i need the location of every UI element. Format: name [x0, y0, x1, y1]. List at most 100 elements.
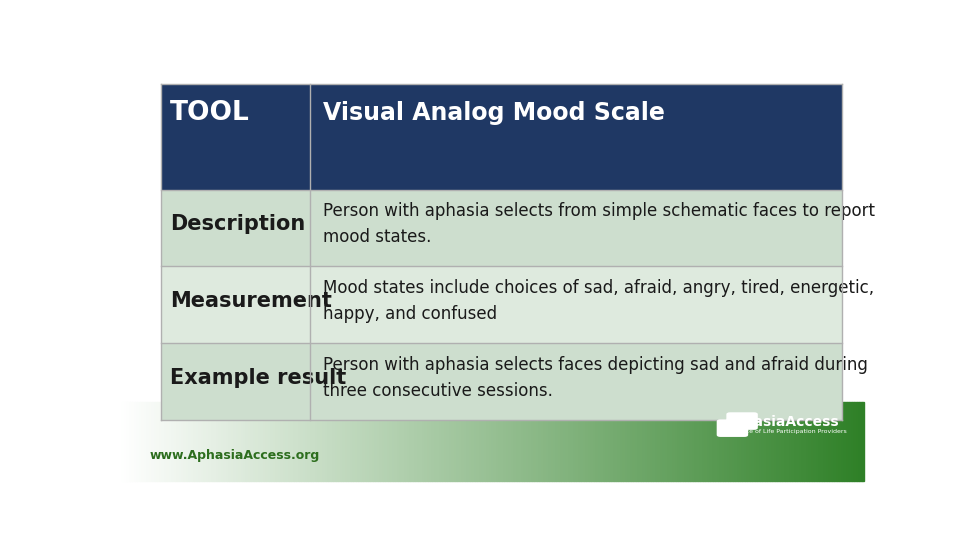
Bar — [554, 402, 557, 481]
Bar — [688, 402, 690, 481]
Bar — [792, 402, 795, 481]
Bar — [420, 402, 422, 481]
Text: TOOL: TOOL — [170, 100, 250, 126]
Bar — [512, 402, 515, 481]
Bar — [175, 402, 177, 481]
Bar — [616, 402, 618, 481]
Bar — [383, 402, 385, 481]
Bar — [468, 402, 469, 481]
Text: www.AphasiaAccess.org: www.AphasiaAccess.org — [150, 449, 320, 462]
Bar — [303, 402, 306, 481]
Bar — [159, 402, 162, 481]
Bar — [629, 402, 631, 481]
Bar — [852, 402, 854, 481]
Bar — [296, 402, 299, 481]
Bar — [678, 402, 681, 481]
Bar — [432, 402, 435, 481]
Bar — [217, 402, 219, 481]
Bar — [140, 402, 142, 481]
Bar — [690, 402, 693, 481]
Bar — [415, 402, 418, 481]
Bar — [712, 402, 715, 481]
Bar — [244, 402, 247, 481]
Bar — [780, 402, 782, 481]
Bar — [487, 402, 490, 481]
Bar — [430, 402, 432, 481]
Bar — [366, 402, 368, 481]
Bar — [638, 402, 641, 481]
Bar — [755, 402, 757, 481]
Bar — [474, 402, 477, 481]
Bar — [380, 402, 383, 481]
Bar — [534, 402, 537, 481]
Bar — [274, 402, 276, 481]
Bar — [762, 402, 765, 481]
Bar — [814, 402, 817, 481]
Bar — [289, 402, 291, 481]
Bar — [278, 402, 281, 481]
Bar — [472, 402, 474, 481]
Bar — [725, 402, 728, 481]
Text: Measurement: Measurement — [170, 291, 332, 311]
Text: AphasiaAccess: AphasiaAccess — [725, 415, 840, 429]
Bar — [504, 402, 507, 481]
Bar — [651, 402, 653, 481]
Bar — [477, 402, 480, 481]
Bar — [557, 402, 559, 481]
Bar — [668, 402, 670, 481]
Bar — [787, 402, 789, 481]
Bar — [703, 402, 706, 481]
Bar — [524, 402, 527, 481]
Bar — [200, 402, 202, 481]
Bar — [214, 402, 217, 481]
Bar — [157, 402, 159, 481]
Bar — [457, 402, 460, 481]
Bar — [494, 402, 497, 481]
Bar — [676, 402, 678, 481]
Bar — [760, 402, 762, 481]
Bar — [601, 402, 604, 481]
Bar — [693, 402, 695, 481]
Bar — [324, 402, 325, 481]
Bar — [403, 402, 405, 481]
Bar — [177, 402, 180, 481]
Bar — [284, 402, 286, 481]
Bar — [748, 402, 750, 481]
Bar — [849, 402, 852, 481]
Bar — [576, 402, 579, 481]
Bar — [636, 402, 638, 481]
Bar — [252, 402, 253, 481]
Bar — [715, 402, 718, 481]
FancyBboxPatch shape — [727, 412, 757, 430]
Bar — [242, 402, 244, 481]
Bar — [861, 402, 864, 481]
Bar — [316, 402, 319, 481]
Text: Mood states include choices of sad, afraid, angry, tired, energetic,
happy, and : Mood states include choices of sad, afra… — [324, 279, 875, 323]
Bar — [336, 402, 338, 481]
Bar — [281, 402, 284, 481]
Bar — [820, 402, 822, 481]
Bar — [239, 402, 242, 481]
Bar — [452, 402, 455, 481]
Bar — [587, 402, 588, 481]
Bar — [161, 190, 842, 266]
Bar — [737, 402, 740, 481]
Bar — [732, 402, 735, 481]
Bar — [167, 402, 170, 481]
Bar — [299, 402, 301, 481]
Bar — [294, 402, 296, 481]
Bar — [222, 402, 224, 481]
Bar — [720, 402, 723, 481]
Bar — [807, 402, 809, 481]
Bar — [562, 402, 564, 481]
Bar — [507, 402, 510, 481]
Bar — [574, 402, 576, 481]
Bar — [623, 402, 626, 481]
Bar — [706, 402, 708, 481]
Bar — [613, 402, 616, 481]
Bar — [802, 402, 804, 481]
Bar — [735, 402, 737, 481]
Bar — [161, 84, 842, 190]
Bar — [544, 402, 546, 481]
Bar — [443, 402, 444, 481]
